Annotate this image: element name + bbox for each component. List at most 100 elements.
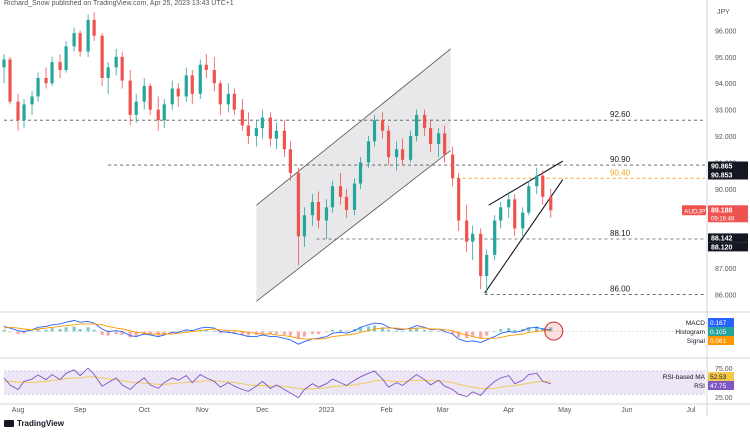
candle-body (394, 149, 399, 158)
rsi-tick-label: 75.00 (715, 366, 733, 373)
macd-histogram-bar (302, 331, 307, 337)
macd-histogram-bar (310, 331, 315, 335)
price-tick-label: 90.000 (715, 187, 737, 194)
tradingview-logo-icon (4, 420, 14, 427)
macd-value-label: 0.105 (710, 329, 727, 336)
macd-value-tag (708, 318, 734, 327)
macd-histogram-bar (30, 330, 34, 332)
candle-body (100, 35, 104, 78)
level-label: 90.90 (610, 155, 631, 164)
candle-body (212, 70, 216, 84)
candle-body (302, 215, 307, 237)
macd-histogram-bar (58, 328, 62, 332)
macd-histogram-bar (78, 328, 82, 332)
macd-histogram-bar (100, 331, 104, 335)
candle-body (44, 77, 48, 84)
candle-body (423, 114, 427, 129)
macd-histogram-bar (22, 331, 26, 334)
price-tick-label: 86.000 (715, 292, 737, 299)
candle-body (260, 117, 264, 129)
macd-histogram-bar (204, 329, 208, 332)
macd-histogram-bar (479, 331, 483, 339)
rsi-legend-name: RSI-based MA (663, 374, 706, 381)
macd-legend-name: Signal (687, 338, 706, 345)
candle-body (344, 196, 349, 210)
macd-histogram-bar (128, 331, 132, 338)
publish-source: published on TradingView.com, Apr 25, 20… (51, 0, 234, 7)
price-tag-label: 88.120 (711, 244, 733, 251)
candle-body (156, 109, 160, 121)
time-tick-label: Mar (437, 407, 450, 414)
candle-body (8, 59, 12, 102)
candle-body (142, 85, 146, 102)
candle-body (485, 254, 489, 276)
publish-info: Richard_Snow published on TradingView.co… (4, 0, 234, 7)
time-tick-label: May (558, 407, 572, 414)
candle-body (465, 220, 469, 242)
candle-body (408, 136, 413, 160)
candle-body (296, 173, 301, 237)
candle-body (184, 75, 188, 97)
candle-body (120, 56, 124, 81)
candle-body (204, 64, 208, 71)
macd-histogram-bar (394, 330, 399, 332)
candle-body (282, 130, 286, 150)
rsi-ma-line (4, 376, 551, 390)
candle-body (513, 199, 517, 229)
macd-histogram-bar (429, 331, 433, 332)
macd-histogram-bar (212, 330, 216, 332)
price-tag-label: 90.853 (711, 173, 733, 180)
macd-histogram-bar (316, 331, 321, 335)
macd-histogram-bar (260, 331, 264, 334)
macd-histogram-bar (527, 327, 531, 332)
price-tick-label: 96.000 (715, 28, 737, 35)
candle-body (324, 207, 329, 221)
time-tick-label: Nov (196, 407, 209, 414)
macd-histogram-bar (380, 327, 385, 332)
candle-body (521, 212, 525, 229)
macd-histogram-bar (541, 328, 545, 332)
macd-histogram-bar (324, 331, 329, 333)
channel-upper-line (256, 48, 451, 206)
candle-body (358, 162, 363, 184)
macd-histogram-bar (330, 329, 335, 332)
candle-body (50, 62, 54, 84)
rsi-value-label: 52.53 (710, 374, 727, 381)
candle-body (114, 56, 118, 68)
candle-body (198, 64, 202, 94)
macd-signal-line (3, 323, 551, 340)
macd-histogram-bar (92, 329, 96, 332)
macd-histogram-bar (282, 331, 286, 335)
candle-body (16, 101, 20, 121)
macd-histogram-bar (86, 327, 90, 332)
tradingview-footer: TradingView (4, 419, 64, 428)
candle-body (106, 67, 110, 78)
candle-body (451, 154, 455, 179)
candle-body (218, 83, 222, 105)
macd-histogram-bar (513, 329, 517, 332)
candle-body (366, 141, 371, 163)
macd-line (3, 320, 551, 345)
price-tag-label: 88.142 (711, 235, 733, 242)
macd-histogram-bar (423, 329, 427, 332)
highlight-circle (544, 321, 564, 341)
level-label: 92.60 (610, 110, 631, 119)
candle-body (479, 233, 483, 276)
price-tick-label: 95.000 (715, 55, 737, 62)
macd-histogram-bar (499, 328, 503, 332)
candle-body (64, 46, 68, 71)
macd-histogram-bar (240, 331, 244, 335)
macd-histogram-bar (414, 328, 419, 332)
time-tick-label: Apr (503, 407, 515, 414)
macd-histogram-bar (288, 331, 293, 336)
macd-histogram-bar (338, 329, 343, 332)
candle-body (162, 104, 166, 121)
macd-histogram-bar (184, 330, 188, 332)
candle-body (92, 19, 96, 36)
time-tick-label: Feb (381, 407, 393, 414)
candle-body (352, 183, 357, 210)
symbol-tag-label: AUDJPY (684, 208, 710, 215)
price-tick-label: 87.000 (715, 266, 737, 273)
macd-histogram-bar (408, 329, 413, 332)
